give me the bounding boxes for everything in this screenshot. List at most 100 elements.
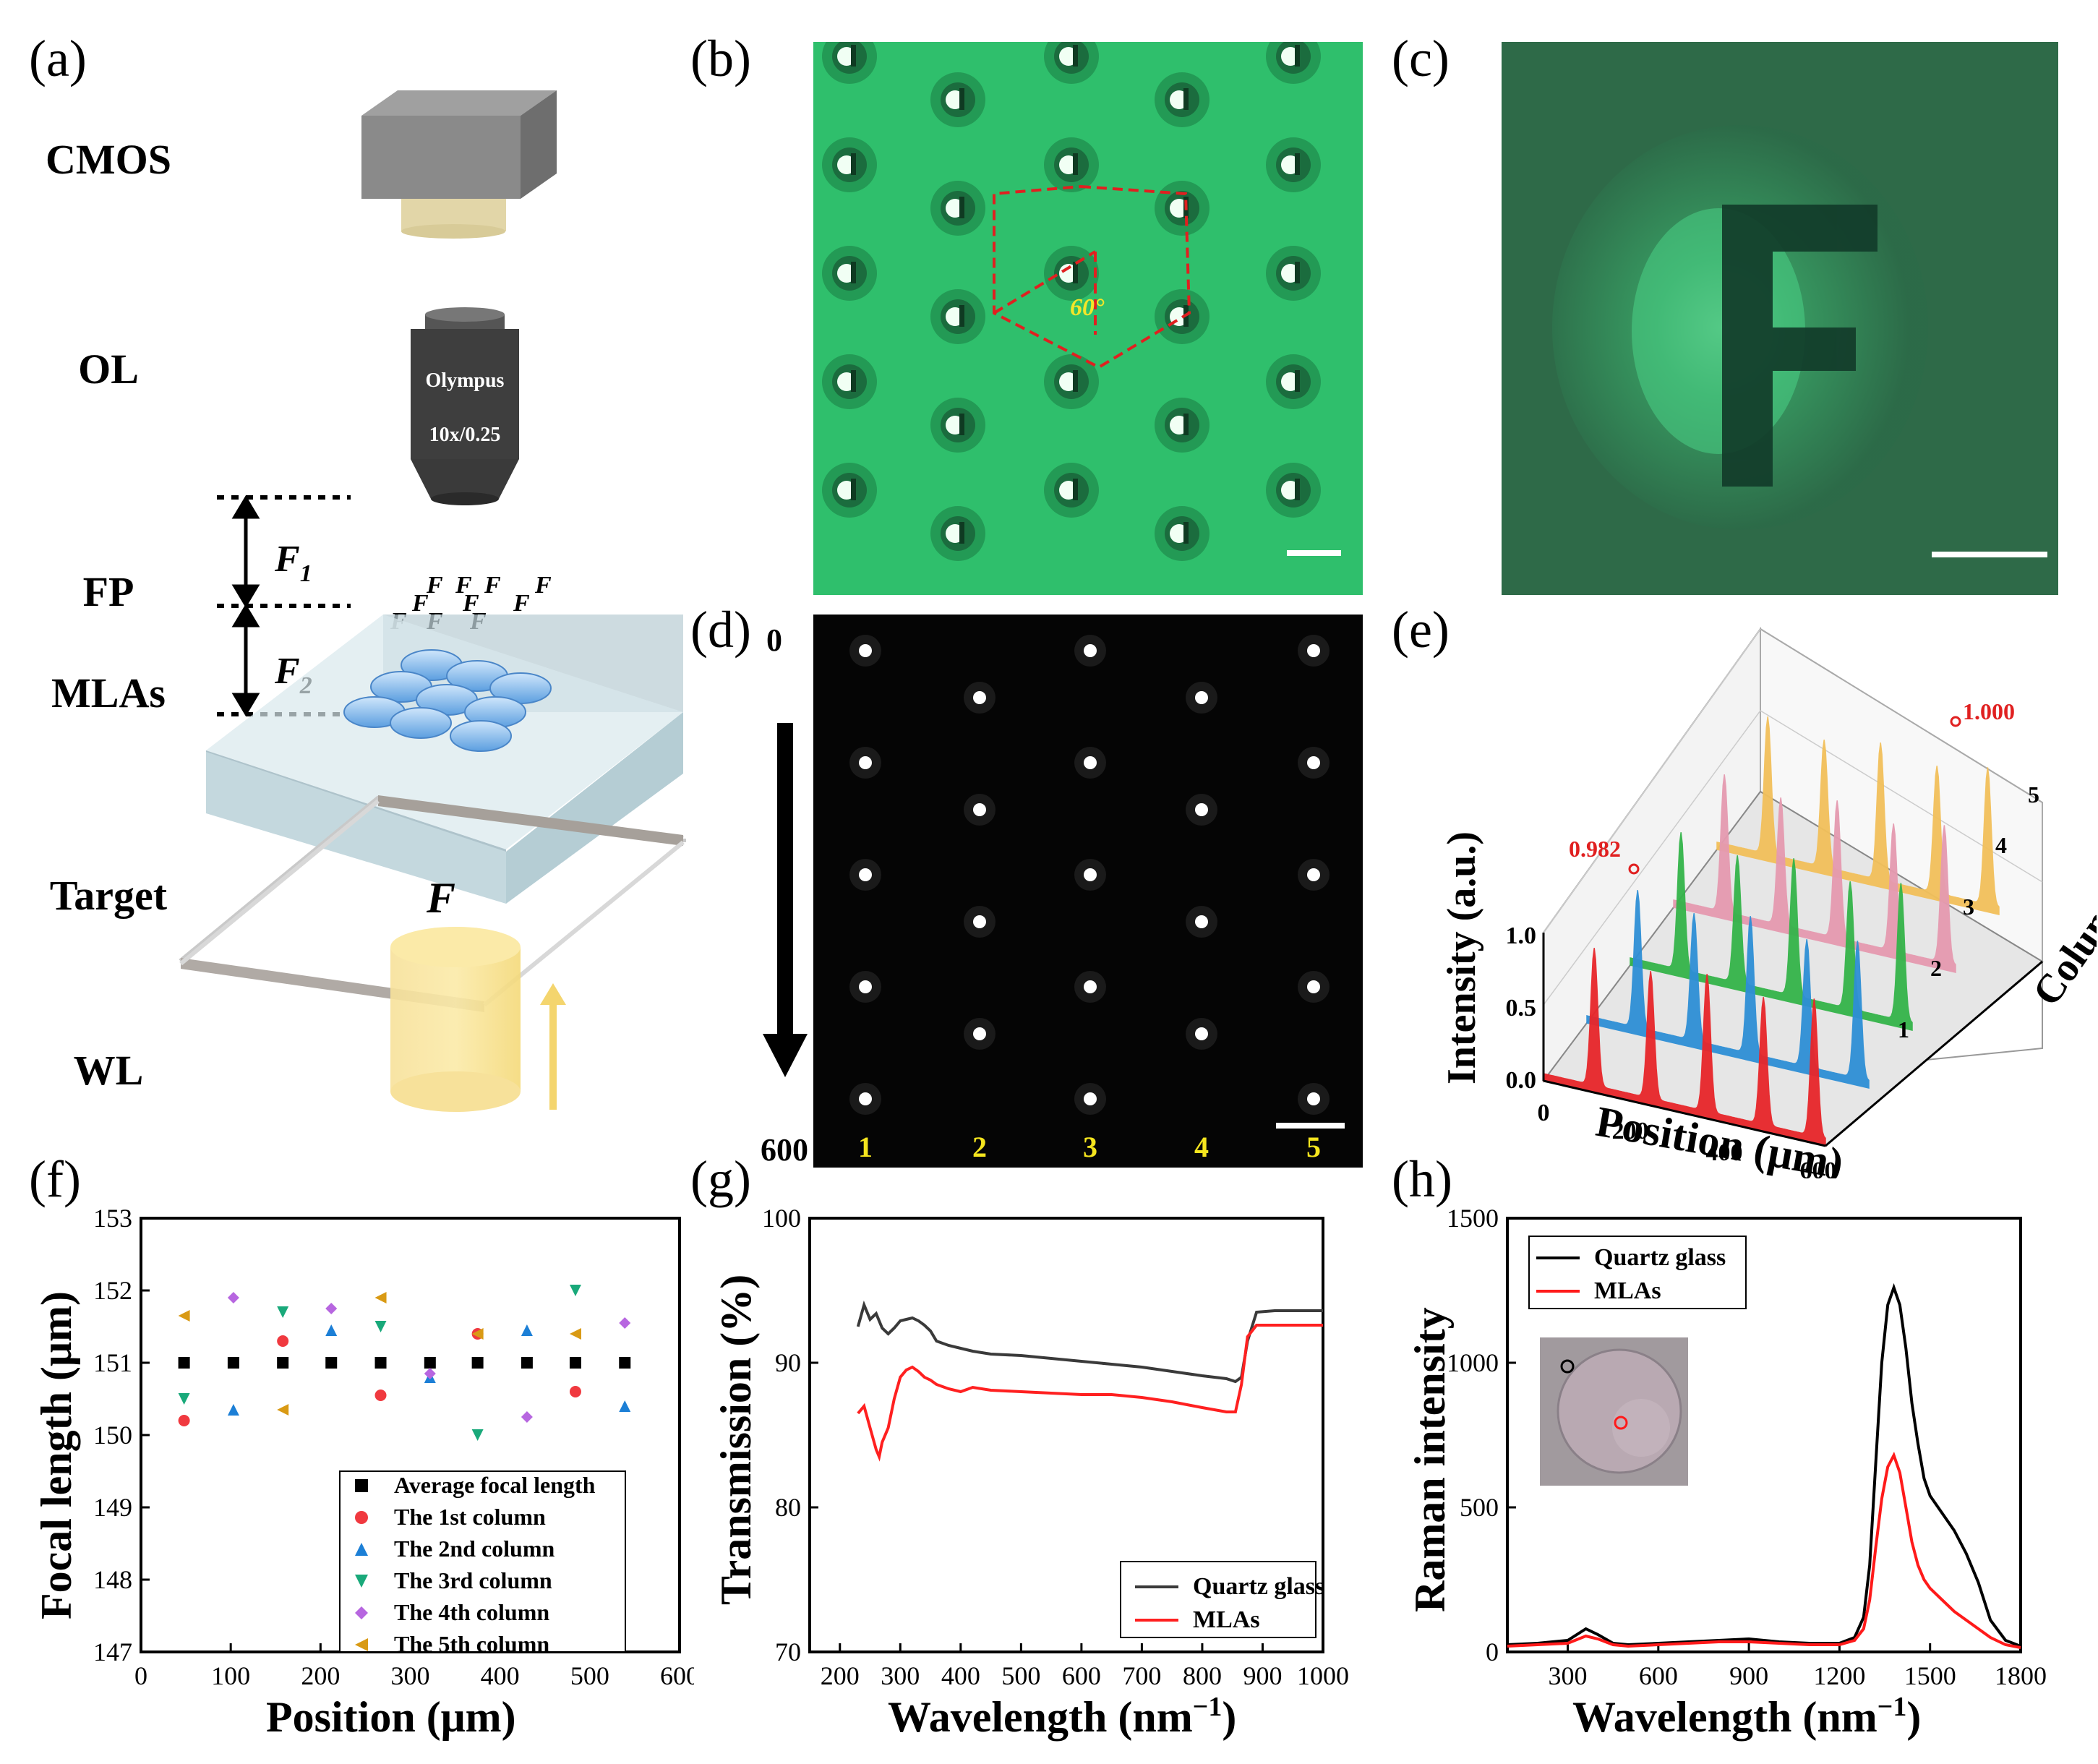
svg-text:1: 1 — [858, 1131, 873, 1163]
data-point — [424, 1357, 436, 1369]
microlens-array — [343, 649, 552, 752]
microlens-b — [822, 137, 877, 192]
data-point — [569, 1328, 581, 1340]
x-tick-label: 900 — [1729, 1661, 1768, 1690]
plot-frame — [1506, 1217, 2022, 1653]
f-shape — [1722, 205, 1878, 487]
x-tick-label: 500 — [570, 1661, 609, 1690]
microlens-b — [822, 463, 877, 518]
svg-text:4: 4 — [1194, 1131, 1209, 1163]
microlens-b — [1155, 181, 1209, 236]
microlens-b — [1266, 354, 1321, 409]
x-tick-label: 600 — [1062, 1661, 1101, 1690]
x-tick-label: 0 — [134, 1661, 147, 1690]
svg-text:600: 600 — [1800, 1157, 1837, 1178]
light-direction-arrow — [540, 983, 566, 1110]
intensity-ridge-row — [1586, 890, 1870, 1089]
data-point — [424, 1368, 436, 1379]
microlens-b — [1044, 137, 1099, 192]
series-line — [856, 1300, 1323, 1384]
svg-text:2: 2 — [1930, 955, 1942, 981]
svg-text:1.0: 1.0 — [1506, 922, 1537, 949]
svg-text:F: F — [462, 590, 479, 617]
f1-label: F1 — [274, 539, 312, 587]
microlens-b — [1266, 137, 1321, 192]
data-point — [569, 1386, 581, 1397]
y-tick-label: 0 — [1486, 1637, 1499, 1666]
data-point — [471, 1429, 484, 1441]
data-point — [277, 1357, 289, 1369]
legend-marker — [355, 1511, 368, 1524]
svg-text:5: 5 — [1306, 1131, 1321, 1163]
y-tick-label: 100 — [762, 1204, 801, 1233]
x-tick-label: 600 — [660, 1661, 694, 1690]
data-point — [277, 1335, 289, 1347]
microlens-b — [822, 246, 877, 301]
panel-d-focal-spots: 1 2 3 4 5 — [813, 615, 1363, 1168]
panel-g-chart: 200 300 400 500 600 700 800 900 1000 70 80 90 100 Tr… — [712, 1204, 1349, 1741]
legend-box — [1528, 1236, 1747, 1309]
quartz-probe-marker — [1560, 1359, 1575, 1374]
hexagon-outline — [993, 184, 1191, 369]
svg-text:0.5: 0.5 — [1506, 995, 1537, 1022]
intensity-ridge-row — [1673, 774, 1956, 973]
panel-label-e: (e) — [1392, 601, 1450, 659]
data-point — [277, 1306, 289, 1318]
focal-spot — [849, 635, 881, 667]
y-tick-label: 153 — [93, 1204, 132, 1233]
microlens-b — [822, 354, 877, 409]
svg-text:F: F — [411, 590, 429, 617]
focal-spot — [849, 971, 881, 1003]
y-top-label: 0 — [766, 622, 782, 658]
focal-spot — [964, 1018, 996, 1050]
focal-spot — [1074, 635, 1106, 667]
data-point — [569, 1357, 581, 1369]
legend-marker — [355, 1638, 368, 1651]
focal-spot — [1298, 1083, 1330, 1115]
microlens-b — [930, 506, 985, 561]
h-ylabel: Raman intensity — [1406, 1307, 1454, 1612]
data-points — [178, 1285, 631, 1441]
panel-b-micrograph: 60° — [813, 42, 1363, 595]
svg-text:5: 5 — [2028, 782, 2039, 808]
x-tick-label: 500 — [1001, 1661, 1040, 1690]
lens-grid-b — [822, 42, 1321, 561]
microlens-b — [1155, 72, 1209, 127]
svg-text:4: 4 — [1995, 832, 2007, 858]
data-point — [471, 1328, 484, 1340]
target-glyph: F — [426, 874, 455, 922]
panel-f-chart: 0 100 200 300 400 500 600 147 148 149 150 151 152 153… — [33, 1204, 694, 1741]
axis-ticks: 0 100 200 300 400 500 600 147 148 149 150 151 152 153 — [93, 1204, 694, 1690]
label-target: Target — [50, 872, 168, 919]
target-bar-back — [378, 795, 683, 846]
series-line — [1507, 1451, 2021, 1649]
legend-label: The 5th column — [394, 1631, 549, 1657]
focal-spot — [1298, 859, 1330, 891]
panel-label-f: (f) — [29, 1150, 81, 1208]
microlens-b — [1044, 246, 1099, 301]
panel-h-chart: 300 600 900 1200 1500 1800 0 500 1000 1500 Raman … — [1406, 1204, 2047, 1741]
legend-label: Average focal length — [394, 1472, 596, 1498]
legend-label: The 2nd column — [394, 1536, 555, 1562]
legend: Average focal length The 1st column The 2n… — [355, 1472, 596, 1657]
x-tick-label: 300 — [1549, 1661, 1588, 1690]
mla-probe-marker — [1614, 1416, 1628, 1430]
z-tick-labels: 1 2 3 4 5 — [1898, 782, 2039, 1042]
panel-label-c: (c) — [1392, 30, 1450, 87]
focal-spot — [1298, 971, 1330, 1003]
microlens-b — [930, 72, 985, 127]
y-tick-label: 1000 — [1447, 1348, 1499, 1377]
ridge-series — [1673, 774, 1956, 973]
legend-label: Quartz glass — [1594, 1244, 1726, 1271]
f-xlabel: Position (μm) — [266, 1693, 516, 1741]
series-line — [857, 1324, 1323, 1462]
x-tick-labels: 0 200 400 600 — [1538, 1100, 1837, 1178]
microlens-b — [822, 42, 877, 84]
f1-arrow — [231, 495, 260, 608]
focal-spot — [849, 747, 881, 779]
svg-text:1: 1 — [1898, 1016, 1909, 1042]
series-lines — [1507, 1283, 2021, 1649]
data-point — [569, 1285, 581, 1296]
legend-box — [339, 1470, 626, 1653]
legend-label: MLAs — [1193, 1606, 1260, 1633]
